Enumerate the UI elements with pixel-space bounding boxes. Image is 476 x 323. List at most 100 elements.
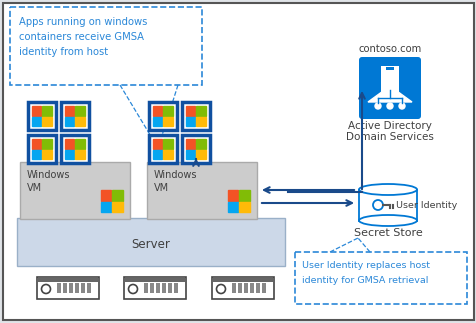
Bar [231,283,236,293]
Bar [124,277,186,299]
Bar [149,135,177,163]
Ellipse shape [358,184,416,195]
Text: Active Directory: Active Directory [347,121,431,131]
Text: Apps running on windows
containers receive GMSA
identity from host: Apps running on windows containers recei… [19,17,147,57]
Bar [65,139,74,149]
Bar [385,67,393,69]
Circle shape [216,285,225,294]
Bar [75,106,85,116]
Bar [156,283,160,293]
Bar [239,202,249,212]
Bar [81,283,85,293]
Bar [20,162,130,219]
Bar [228,190,238,201]
Circle shape [128,285,137,294]
Bar [75,117,85,126]
Bar [163,106,173,116]
Bar [32,139,41,149]
Bar [163,117,173,126]
Bar [144,283,148,293]
Bar [163,139,173,149]
Circle shape [398,103,404,109]
Bar [32,117,41,126]
Text: User Identity replaces host: User Identity replaces host [301,261,429,270]
FancyBboxPatch shape [358,57,420,119]
Bar [75,283,79,293]
Bar [163,150,173,159]
Bar [112,190,123,201]
Bar [249,283,254,293]
Bar [32,106,41,116]
Bar [101,190,111,201]
Text: identity for GMSA retrieval: identity for GMSA retrieval [301,276,427,285]
Bar [380,66,398,92]
Bar [196,139,206,149]
Text: User Identity: User Identity [395,201,456,210]
Bar [42,150,52,159]
Bar [153,139,162,149]
Polygon shape [367,86,411,102]
Bar [186,139,195,149]
Bar [294,252,466,304]
Bar [238,283,242,293]
Bar [174,283,178,293]
Bar [57,283,61,293]
Bar [182,102,209,130]
Text: Windows
VM: Windows VM [27,170,70,193]
Bar [65,106,74,116]
Bar [10,7,201,85]
Bar [69,283,73,293]
Bar [153,117,162,126]
Bar [162,283,166,293]
Bar [186,106,195,116]
Bar [112,202,123,212]
Bar [186,117,195,126]
Bar [42,106,52,116]
Text: Secret Store: Secret Store [353,228,421,238]
Bar [75,139,85,149]
Bar [17,218,284,266]
Bar [239,190,249,201]
Bar [125,278,185,282]
Text: contoso.com: contoso.com [357,44,421,54]
Bar [186,150,195,159]
Bar [196,150,206,159]
Bar [261,283,266,293]
Circle shape [386,103,392,109]
Bar [28,135,56,163]
Bar [37,277,99,299]
Bar [63,283,68,293]
Circle shape [372,200,382,210]
Bar [149,283,154,293]
Bar [228,202,238,212]
Bar [196,106,206,116]
Bar [87,283,91,293]
Bar [182,135,209,163]
Bar [65,117,74,126]
Bar [61,102,89,130]
Bar [256,283,260,293]
Bar [42,117,52,126]
Text: Server: Server [131,237,170,251]
Bar [32,150,41,159]
Bar [101,202,111,212]
Bar [61,135,89,163]
Bar [196,117,206,126]
Bar [38,278,98,282]
Bar [65,150,74,159]
Bar [168,283,172,293]
Bar [28,102,56,130]
Text: Domain Services: Domain Services [345,132,433,142]
Bar [213,278,272,282]
Bar [153,150,162,159]
Circle shape [41,285,50,294]
Bar [147,162,257,219]
Ellipse shape [358,215,416,226]
Bar [358,190,416,221]
Text: Windows
VM: Windows VM [154,170,197,193]
Circle shape [374,103,380,109]
Bar [211,277,273,299]
Bar [75,150,85,159]
Bar [244,283,248,293]
Bar [153,106,162,116]
